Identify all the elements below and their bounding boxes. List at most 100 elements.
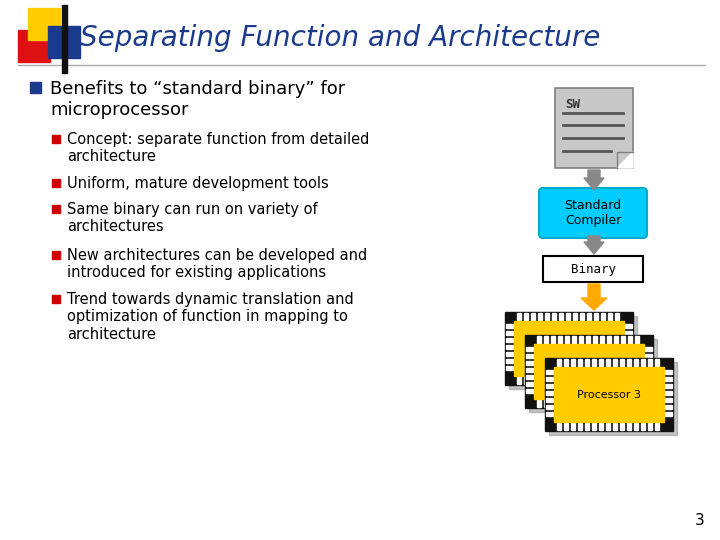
Bar bbox=[573, 377, 577, 384]
Bar bbox=[599, 423, 603, 430]
Bar bbox=[579, 336, 583, 343]
Bar bbox=[52, 295, 60, 303]
Bar bbox=[628, 336, 632, 343]
Bar bbox=[564, 359, 568, 366]
Bar bbox=[625, 324, 632, 328]
Bar bbox=[506, 331, 513, 335]
Bar bbox=[557, 359, 561, 366]
Bar bbox=[594, 377, 598, 384]
Bar bbox=[524, 377, 528, 384]
Bar bbox=[509, 316, 637, 389]
Bar bbox=[546, 377, 553, 381]
Bar bbox=[30, 82, 41, 93]
Bar bbox=[587, 377, 591, 384]
Bar bbox=[544, 336, 548, 343]
Bar bbox=[620, 359, 624, 366]
Bar bbox=[580, 313, 584, 320]
Bar bbox=[648, 359, 652, 366]
Bar bbox=[645, 375, 652, 379]
Bar bbox=[606, 423, 610, 430]
Bar bbox=[614, 336, 618, 343]
Bar bbox=[655, 423, 659, 430]
Bar bbox=[531, 377, 535, 384]
Text: Concept: separate function from detailed
architecture: Concept: separate function from detailed… bbox=[67, 132, 369, 164]
Bar bbox=[601, 313, 605, 320]
Bar bbox=[506, 359, 513, 363]
Bar bbox=[546, 370, 553, 374]
FancyBboxPatch shape bbox=[539, 188, 647, 238]
Bar bbox=[620, 423, 624, 430]
Bar bbox=[514, 321, 624, 376]
Bar bbox=[549, 362, 677, 435]
Bar bbox=[608, 377, 612, 384]
Bar bbox=[506, 324, 513, 328]
Bar bbox=[665, 412, 672, 416]
Text: Separating Function and Architecture: Separating Function and Architecture bbox=[80, 24, 600, 52]
Text: Processor 1: Processor 1 bbox=[537, 343, 601, 354]
Bar bbox=[558, 336, 562, 343]
Bar bbox=[579, 400, 583, 407]
Bar bbox=[634, 359, 638, 366]
Bar bbox=[601, 377, 605, 384]
Bar bbox=[52, 205, 60, 213]
Bar bbox=[552, 313, 556, 320]
Bar bbox=[543, 256, 643, 282]
Bar bbox=[546, 398, 553, 402]
Text: 3: 3 bbox=[696, 513, 705, 528]
Bar bbox=[578, 423, 582, 430]
Bar bbox=[592, 423, 596, 430]
Text: Benefits to “standard binary” for
microprocessor: Benefits to “standard binary” for microp… bbox=[50, 80, 346, 119]
Bar bbox=[625, 359, 632, 363]
Bar bbox=[546, 391, 553, 395]
Bar bbox=[625, 366, 632, 370]
Bar bbox=[606, 359, 610, 366]
Bar bbox=[62, 5, 67, 73]
Bar bbox=[537, 336, 541, 343]
Bar bbox=[625, 331, 632, 335]
Bar bbox=[557, 423, 561, 430]
Bar bbox=[615, 313, 619, 320]
Bar bbox=[615, 377, 619, 384]
Bar bbox=[52, 251, 60, 259]
Bar bbox=[578, 359, 582, 366]
Bar bbox=[559, 377, 563, 384]
Bar bbox=[545, 358, 673, 431]
Bar bbox=[506, 345, 513, 349]
Bar bbox=[52, 135, 60, 143]
Bar bbox=[573, 313, 577, 320]
Bar bbox=[538, 377, 542, 384]
Bar bbox=[645, 382, 652, 386]
Bar bbox=[526, 375, 533, 379]
Bar bbox=[608, 313, 612, 320]
Bar bbox=[665, 405, 672, 409]
Bar bbox=[665, 370, 672, 374]
Bar bbox=[628, 400, 632, 407]
Text: Binary: Binary bbox=[570, 262, 616, 275]
Text: Standard
Compiler: Standard Compiler bbox=[564, 199, 621, 227]
Bar bbox=[599, 359, 603, 366]
Bar bbox=[625, 345, 632, 349]
Bar bbox=[627, 359, 631, 366]
Bar bbox=[607, 336, 611, 343]
Bar bbox=[571, 359, 575, 366]
Bar bbox=[641, 359, 645, 366]
Bar bbox=[545, 313, 549, 320]
Bar bbox=[592, 359, 596, 366]
Bar bbox=[627, 423, 631, 430]
Bar bbox=[634, 423, 638, 430]
Bar bbox=[558, 400, 562, 407]
Bar bbox=[506, 366, 513, 370]
Bar bbox=[648, 423, 652, 430]
Bar bbox=[613, 359, 617, 366]
Bar bbox=[665, 384, 672, 388]
Bar bbox=[645, 368, 652, 372]
Bar bbox=[566, 377, 570, 384]
Bar bbox=[538, 313, 542, 320]
Bar bbox=[524, 313, 528, 320]
Text: SW: SW bbox=[565, 98, 580, 111]
Bar bbox=[593, 400, 597, 407]
Text: Trend towards dynamic translation and
optimization of function in mapping to
arc: Trend towards dynamic translation and op… bbox=[67, 292, 354, 342]
Bar bbox=[600, 336, 604, 343]
Bar bbox=[537, 400, 541, 407]
Polygon shape bbox=[584, 170, 604, 190]
